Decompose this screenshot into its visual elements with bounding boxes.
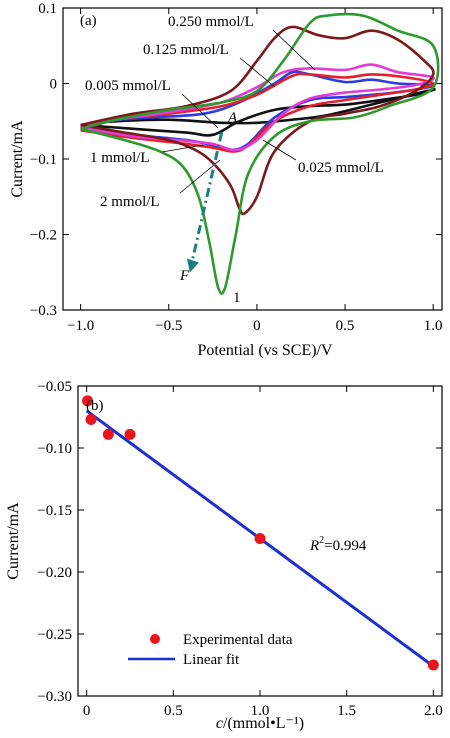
b-ytick-label: −0.30 bbox=[37, 689, 72, 705]
arrow-start-label: A bbox=[227, 110, 238, 126]
cv-curve-4 bbox=[80, 25, 435, 216]
b-ytick-label: −0.05 bbox=[37, 379, 72, 395]
concentration-arrow bbox=[186, 132, 224, 273]
cv-curve-2 bbox=[80, 72, 435, 153]
data-point bbox=[427, 659, 439, 671]
label-0005: 0.005 mmol/L bbox=[85, 78, 171, 94]
arrow-end-label: F bbox=[179, 268, 190, 284]
b-ytick-label: −0.10 bbox=[37, 441, 72, 457]
arrow-head bbox=[186, 258, 199, 273]
r2-annotation: R2=0.994 bbox=[309, 535, 367, 554]
experimental-points bbox=[82, 395, 439, 671]
b-ytick-label: −0.15 bbox=[37, 503, 72, 519]
label-0125: 0.125 mmol/L bbox=[143, 42, 229, 58]
b-ytick-label: −0.20 bbox=[37, 565, 72, 581]
data-point bbox=[124, 428, 136, 440]
label-0250: 0.250 mmol/L bbox=[168, 14, 254, 30]
arrow-shaft bbox=[190, 132, 224, 264]
a-xtick-label: 0.5 bbox=[336, 318, 355, 334]
leader-1 bbox=[161, 144, 204, 153]
cv-curve-0 bbox=[80, 88, 436, 137]
a-xtick-label: 0 bbox=[253, 318, 261, 334]
b-xtick-label: 1.5 bbox=[337, 703, 356, 719]
panel-b-xlabel-unit: /(mmol•L⁻¹) bbox=[223, 715, 304, 732]
a-ytick-label: 0 bbox=[50, 77, 58, 93]
panel-a-ticks: −1.0 −0.5 0 0.5 1.0 0.1 0 −0.1 −0.2 −0.3 bbox=[30, 1, 443, 334]
a-ytick-label: −0.2 bbox=[30, 228, 57, 244]
cv-curve-5 bbox=[80, 12, 440, 295]
b-xtick-label: 0 bbox=[83, 703, 91, 719]
panel-b-label: (b) bbox=[86, 398, 104, 414]
data-point bbox=[254, 533, 266, 545]
panel-b-ticks: 0 0.5 1.0 1.5 2.0 −0.05 −0.10 −0.15 −0.20 −0.25 −0… bbox=[37, 379, 442, 719]
data-point bbox=[82, 395, 94, 407]
panel-b-xlabel: c/(mmol•L⁻¹) bbox=[216, 715, 304, 732]
a-xtick-label: −0.5 bbox=[155, 318, 182, 334]
r2-value: =0.994 bbox=[324, 538, 367, 554]
data-point bbox=[102, 428, 114, 440]
panel-a-series bbox=[80, 12, 440, 295]
label-2: 2 mmol/L bbox=[100, 194, 160, 210]
a-ytick-label: −0.1 bbox=[30, 152, 57, 168]
a-xtick-label: −1.0 bbox=[67, 318, 94, 334]
leader-0250 bbox=[272, 29, 316, 71]
b-xtick-label: 0.5 bbox=[164, 703, 183, 719]
legend-points-label: Experimental data bbox=[183, 632, 293, 648]
label-0025: 0.025 mmol/L bbox=[298, 160, 384, 176]
leader-0125 bbox=[239, 57, 276, 88]
r2-symbol: R bbox=[309, 538, 319, 554]
data-point bbox=[85, 413, 97, 425]
leader-0005 bbox=[181, 93, 219, 129]
panel-b-xlabel-var: c bbox=[216, 715, 223, 732]
legend-line-label: Linear fit bbox=[183, 652, 240, 668]
peak-label: 1 bbox=[233, 290, 241, 306]
panel-a-xlabel: Potential (vs SCE)/V bbox=[197, 342, 333, 359]
panel-a: −1.0 −0.5 0 0.5 1.0 0.1 0 −0.1 −0.2 −0.3 (a) Pote… bbox=[9, 1, 443, 359]
legend-point-marker bbox=[150, 634, 160, 644]
leader-0025 bbox=[262, 139, 297, 161]
panel-a-label: (a) bbox=[80, 13, 97, 29]
label-1: 1 mmol/L bbox=[90, 150, 150, 166]
panel-a-ylabel: Current/mA bbox=[9, 120, 26, 198]
b-xtick-label: 1.0 bbox=[251, 703, 270, 719]
r2-superscript: 2 bbox=[319, 535, 324, 546]
panel-b: 0 0.5 1.0 1.5 2.0 −0.05 −0.10 −0.15 −0.20 −0.25 −0… bbox=[5, 379, 443, 732]
a-xtick-label: 1.0 bbox=[424, 318, 443, 334]
a-ytick-label: −0.3 bbox=[30, 303, 57, 319]
b-xtick-label: 2.0 bbox=[424, 703, 443, 719]
panel-b-ylabel: Current/mA bbox=[5, 502, 22, 580]
a-ytick-label: 0.1 bbox=[38, 1, 57, 17]
b-ytick-label: −0.25 bbox=[37, 627, 72, 643]
